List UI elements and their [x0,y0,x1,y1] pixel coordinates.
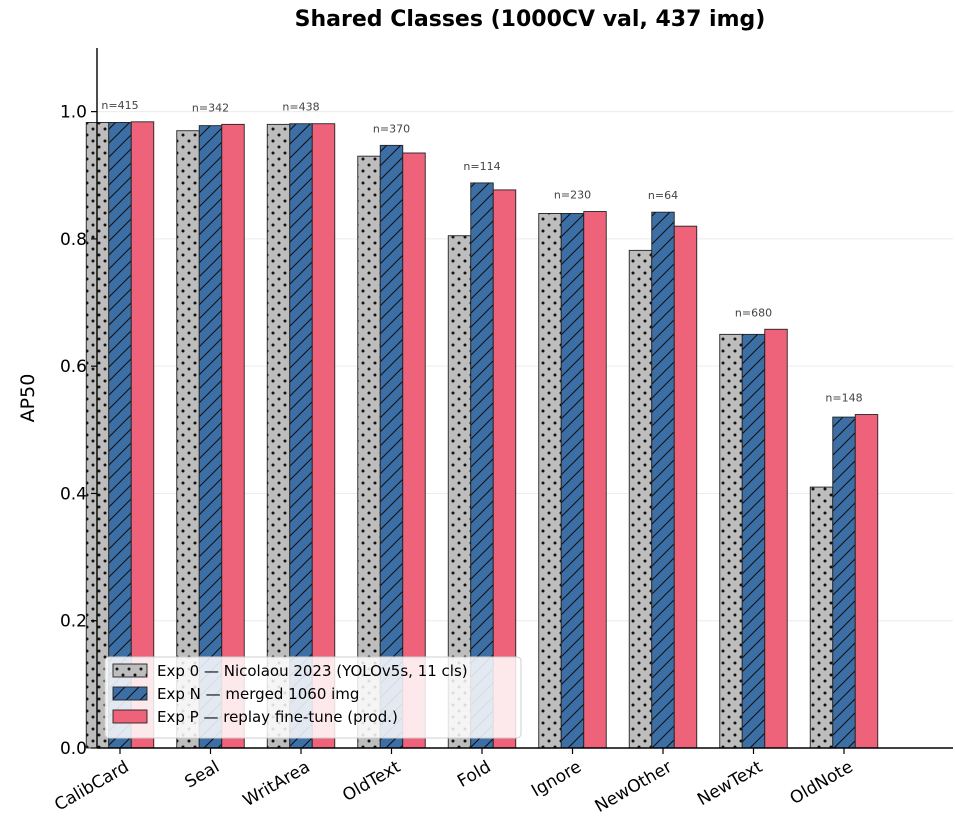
x-tick-label: NewText [694,757,766,810]
count-label: n=114 [463,160,500,173]
y-tick-label: 0.2 [60,612,87,632]
count-label: n=230 [554,189,591,202]
bar [266,123,291,749]
bar [651,211,675,749]
x-tick-label: Fold [454,757,494,792]
bar [809,486,834,749]
bar [560,213,585,749]
bar [741,333,766,749]
bar [130,121,155,749]
legend-label: Exp 0 — Nicolaou 2023 (YOLOv5s, 11 cls) [157,662,468,680]
bar [628,249,653,749]
bars: n=415 n=342 n=438 n=370 n=114 n=230 n=64 n=680 n… [85,99,879,749]
bar [854,414,879,749]
legend-swatch [112,709,148,724]
bar [832,416,856,749]
legend-swatch [112,686,148,701]
x-tick-label: WritArea [240,757,314,811]
x-tick-label: OldText [339,757,404,806]
x-tick-label: Seal [181,757,223,793]
x-tick-label: CalibCard [51,757,132,815]
count-label: n=64 [648,189,678,202]
chart-title: Shared Classes (1000CV val, 437 img) [295,7,766,32]
bar [673,225,698,749]
bar [764,328,788,749]
count-label: n=415 [101,99,138,112]
x-tick-label: NewOther [592,757,676,817]
bar [289,123,313,749]
count-label: n=438 [282,101,319,114]
x-tick-label: OldNote [787,757,857,809]
bar [176,130,200,749]
legend: Exp 0 — Nicolaou 2023 (YOLOv5s, 11 cls) E… [104,656,522,739]
legend-swatch [112,663,148,678]
y-tick-label: 0.6 [60,357,87,377]
bar [108,122,132,749]
bar [719,333,743,749]
y-tick-label: 1.0 [60,103,87,123]
legend-box [104,656,522,739]
legend-label: Exp N — merged 1060 img [157,685,359,703]
count-label: n=680 [735,306,772,319]
bar [311,123,336,749]
y-axis-label: AP50 [17,374,39,423]
y-tick-label: 0.0 [60,739,87,759]
count-label: n=342 [192,101,229,114]
bar [221,123,245,749]
bar [538,213,562,749]
y-tick-label: 0.4 [60,484,87,504]
bar [583,211,607,749]
count-label: n=370 [373,122,410,135]
x-tick-label: Ignore [528,757,585,801]
legend-label: Exp P — replay fine-tune (prod.) [157,708,398,726]
y-tick-label: 0.8 [60,230,87,250]
count-label: n=148 [825,392,862,405]
bar [198,125,223,749]
